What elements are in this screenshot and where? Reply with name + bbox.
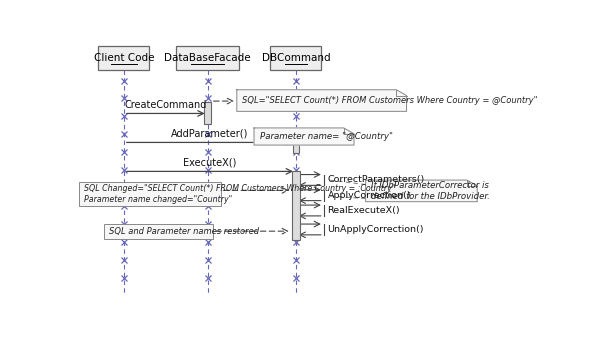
- Polygon shape: [254, 128, 354, 145]
- Bar: [270, 46, 322, 70]
- Bar: [98, 46, 149, 70]
- Text: CorrectParameters(): CorrectParameters(): [328, 175, 425, 184]
- Bar: [204, 102, 211, 124]
- Text: DataBaseFacade: DataBaseFacade: [164, 53, 251, 63]
- Polygon shape: [365, 180, 477, 202]
- Text: Client Code: Client Code: [94, 53, 154, 63]
- Bar: [176, 46, 239, 70]
- Text: ApplyCorrection(): ApplyCorrection(): [328, 191, 411, 200]
- Text: DBCommand: DBCommand: [262, 53, 330, 63]
- Text: AddParameter(): AddParameter(): [171, 129, 248, 139]
- Text: ExecuteX(): ExecuteX(): [183, 157, 236, 168]
- Text: Parameter name= "@Country": Parameter name= "@Country": [260, 132, 392, 141]
- Polygon shape: [237, 90, 407, 111]
- Bar: [293, 134, 299, 153]
- Bar: [104, 224, 213, 239]
- Text: SQL="SELECT Count(*) FROM Customers Where Country = @Country": SQL="SELECT Count(*) FROM Customers Wher…: [242, 96, 538, 105]
- Text: RealExecuteX(): RealExecuteX(): [328, 206, 400, 215]
- Text: CreateCommand: CreateCommand: [124, 100, 207, 109]
- Bar: [292, 171, 300, 240]
- Text: SQL Changed="SELECT Count(*) FROM Customers Where Country = :Country"
Parameter : SQL Changed="SELECT Count(*) FROM Custom…: [84, 184, 395, 204]
- Bar: [79, 182, 221, 206]
- Text: UnApplyCorrection(): UnApplyCorrection(): [328, 225, 424, 234]
- Text: If IDbParameterCorrector is
defined for the IDbProvider.: If IDbParameterCorrector is defined for …: [371, 181, 490, 201]
- Text: SQL and Parameter names restored: SQL and Parameter names restored: [109, 226, 260, 236]
